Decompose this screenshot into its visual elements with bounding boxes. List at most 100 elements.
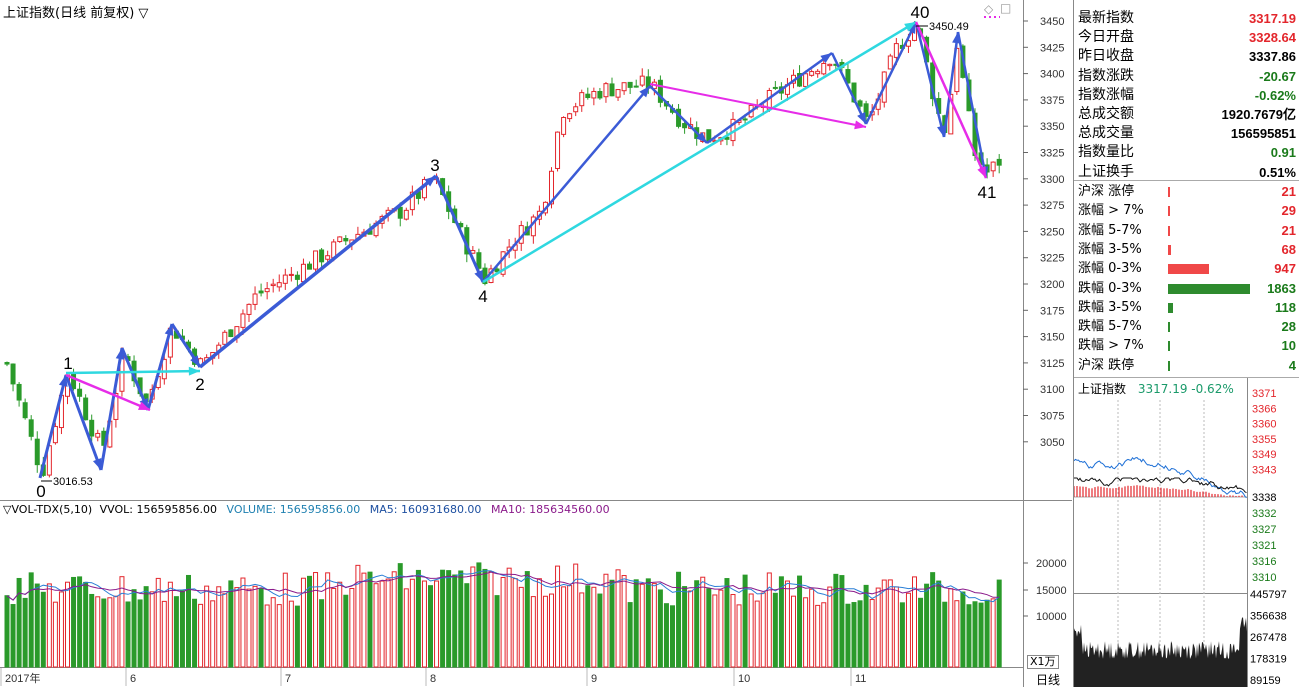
price-axis-label: 3325: [1040, 148, 1064, 160]
breadth-value: 29: [1281, 203, 1296, 219]
quote-panel: 最新指数 3317.19 今日开盘 3328.64 昨日收盘 3337.86 指数涨跌 -20…: [1073, 0, 1299, 687]
candle-body: [549, 170, 554, 205]
candle-body: [161, 358, 167, 380]
candle-body: [319, 249, 325, 263]
volume-bar: [488, 571, 494, 668]
chart-menu-arrow-icon[interactable]: ▽: [138, 6, 149, 21]
mini-volume-label: 89159: [1250, 675, 1281, 687]
volume-bar: [706, 588, 712, 668]
volume-bar: [561, 586, 567, 668]
quote-value: -0.62%: [1254, 87, 1296, 103]
volume-bar: [403, 588, 409, 668]
volume-bar: [670, 605, 675, 668]
intraday-minute-chart[interactable]: 3371 3366 3360 3355 3349 3343 3338 3332 3327 3321…: [1074, 378, 1299, 687]
volume-bar: [71, 576, 77, 668]
breadth-value: 118: [1275, 299, 1296, 315]
candle-body: [827, 63, 833, 67]
candle-body: [990, 161, 996, 172]
wave-arrow: [482, 85, 651, 283]
mini-volume-label: 178319: [1250, 654, 1287, 666]
wave-arrow-shaft: [706, 51, 833, 145]
breadth-bar: [1168, 360, 1170, 371]
quote-label: 总成交量: [1078, 125, 1134, 142]
breadth-row: 跌幅 > 7% 10: [1078, 336, 1296, 355]
kline-chart-panel[interactable]: 3450 3425 3400 3375 3350 3325 3300 3275 3250 3225…: [0, 0, 1072, 687]
magenta-arrow-head: [854, 120, 866, 130]
quote-row: 指数量比 0.91: [1078, 143, 1296, 162]
candle-body: [52, 425, 58, 444]
candle-body: [893, 43, 899, 58]
magenta-arrow: [914, 21, 988, 179]
breadth-label: 涨幅 > 7%: [1078, 203, 1144, 219]
wave-arrow: [956, 31, 989, 179]
quote-value: 0.51%: [1259, 164, 1296, 180]
mini-volume-label: 356638: [1250, 611, 1287, 623]
volume-bar: [307, 575, 312, 668]
volume-bar: [567, 585, 573, 668]
candle-body: [815, 70, 821, 75]
volume-bar: [657, 589, 663, 668]
volume-bar: [252, 585, 258, 668]
volume-bar: [597, 593, 603, 668]
candle-body: [4, 362, 10, 365]
breadth-bar: [1168, 283, 1250, 294]
volume-bar: [149, 591, 155, 668]
volume-bar: [361, 572, 367, 668]
magenta-arrow-shaft: [65, 373, 151, 412]
candle-body: [16, 383, 22, 401]
wave-arrow-head: [857, 112, 866, 124]
volume-bar: [809, 588, 815, 668]
wave-arrow: [434, 175, 485, 283]
volume-bar: [887, 579, 893, 668]
volume-indicator-name[interactable]: ▽VOL-TDX(5,10): [3, 503, 93, 516]
volume-bar: [549, 593, 554, 668]
volume-bar: [512, 578, 518, 668]
volume-axis-label: 15000: [1036, 585, 1067, 597]
wave-arrow-shaft: [864, 21, 918, 125]
quote-row: 指数涨幅 -0.62%: [1078, 86, 1296, 105]
candle-body: [71, 372, 77, 390]
volume-bar: [258, 587, 264, 668]
volume-bar: [942, 601, 948, 668]
wave-arrow-shaft: [99, 347, 124, 471]
volume-bar: [143, 586, 149, 668]
candle-body: [561, 116, 567, 135]
candle-body: [863, 103, 869, 117]
wave-label-41: 41: [978, 183, 997, 202]
volume-bar: [331, 587, 337, 668]
quote-row: 今日开盘 3328.64: [1078, 28, 1296, 47]
volume-bar: [446, 570, 452, 668]
square-icon[interactable]: □: [1000, 1, 1012, 15]
wave-arrow: [830, 52, 868, 125]
breadth-row: 沪深 跌停 4: [1078, 356, 1296, 375]
candle-body: [724, 136, 730, 140]
wave-arrow-shaft: [198, 174, 438, 369]
volume-bar: [893, 586, 899, 668]
volume-bar: [839, 575, 845, 668]
breadth-label: 沪深 涨停: [1078, 184, 1135, 199]
volume-bar: [155, 577, 161, 668]
volume-bar: [990, 598, 996, 668]
volume-bar: [89, 593, 95, 668]
diamond-icon[interactable]: ◇: [984, 2, 994, 16]
period-label[interactable]: 日线: [1036, 673, 1061, 687]
quote-label: 指数量比: [1078, 144, 1134, 161]
volume-bar: [621, 575, 627, 668]
breadth-value: 947: [1274, 261, 1296, 277]
date-axis-label: 6: [130, 673, 136, 685]
kline-canvas[interactable]: 3450342534003375335033253300327532503225…: [0, 0, 1072, 687]
breadth-bar: [1168, 206, 1170, 217]
volume-bar: [216, 586, 222, 668]
breadth-value: 21: [1281, 222, 1296, 238]
volume-bar: [83, 581, 89, 668]
candle-body: [240, 313, 246, 328]
candle-body: [573, 106, 579, 113]
volume-bar: [173, 596, 179, 668]
volume-bar: [651, 583, 657, 668]
wave-arrow-head: [92, 458, 102, 470]
volume-bar: [863, 584, 869, 668]
volume-bar: [458, 570, 464, 668]
wave-arrow-head: [907, 22, 916, 34]
candle-body: [77, 388, 83, 397]
wave-arrow-head: [164, 324, 174, 336]
